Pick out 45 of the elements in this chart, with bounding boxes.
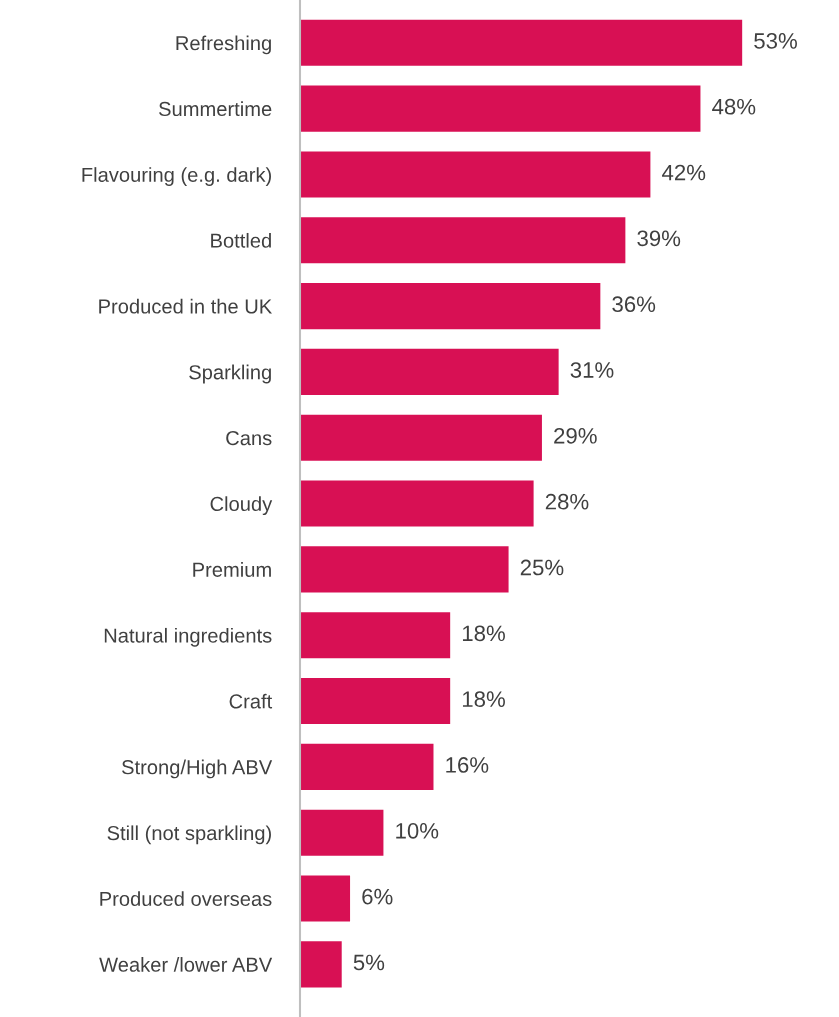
data-label: 10%	[396, 822, 439, 839]
bar	[300, 546, 509, 593]
y-tick-label: Cans	[226, 430, 272, 446]
bar	[300, 151, 651, 198]
y-tick-label: Flavouring (e.g. dark)	[82, 167, 271, 186]
y-tick-label: Refreshing	[176, 35, 271, 55]
data-label: 31%	[570, 362, 614, 378]
data-label: 25%	[520, 559, 564, 576]
y-tick-label: Sparkling	[189, 364, 271, 384]
bar	[300, 414, 542, 461]
bar	[300, 217, 626, 264]
bar	[300, 875, 351, 922]
data-label: 28%	[545, 493, 589, 510]
y-tick-label: Bottled	[211, 232, 271, 248]
data-label: 36%	[612, 296, 656, 313]
bar	[300, 809, 384, 856]
bar	[300, 348, 559, 395]
y-tick-label: Summertime	[159, 101, 272, 117]
y-tick-label: Still (not sparkling)	[107, 825, 271, 845]
data-label: 18%	[462, 691, 505, 707]
y-tick-label: Weaker /lower ABV	[99, 957, 273, 972]
data-label: 18%	[462, 625, 505, 642]
bar	[300, 941, 342, 988]
bar	[300, 612, 451, 659]
y-tick-label: Produced in the UK	[99, 298, 273, 314]
data-label: 48%	[712, 98, 756, 115]
bar	[300, 85, 701, 132]
bar	[300, 480, 534, 527]
data-label: 29%	[554, 427, 597, 444]
y-tick-label: Produced overseas	[100, 891, 272, 907]
bar	[300, 19, 743, 66]
data-label: 6%	[362, 888, 393, 905]
data-label: 16%	[446, 757, 489, 773]
data-label: 42%	[662, 164, 706, 181]
y-tick-label: Cloudy	[210, 496, 273, 516]
bar	[300, 678, 451, 725]
data-label: 53%	[754, 33, 797, 49]
bar	[300, 743, 434, 790]
bar	[300, 283, 601, 330]
y-tick-label: Strong/High ABV	[122, 759, 273, 779]
y-tick-label: Craft	[229, 693, 273, 709]
data-label: 5%	[353, 954, 385, 971]
y-tick-label: Natural ingredients	[104, 627, 272, 647]
y-tick-label: Premium	[193, 562, 271, 577]
data-label: 39%	[637, 230, 681, 247]
